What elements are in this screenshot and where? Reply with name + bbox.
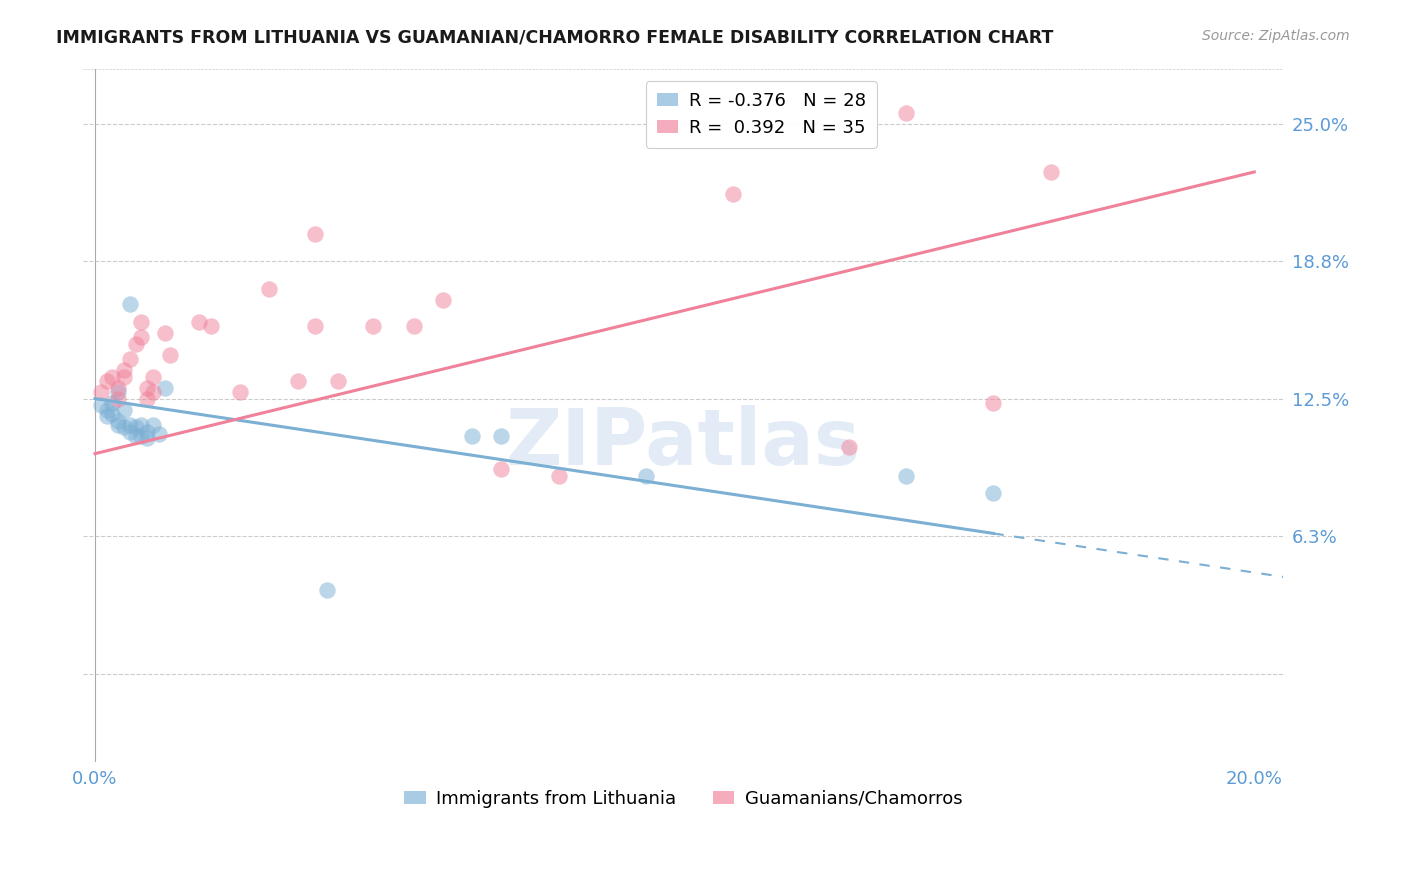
Point [96, 374, 118, 388]
Point [721, 186, 744, 201]
Point [432, 293, 454, 307]
Point [107, 418, 129, 433]
Point [148, 426, 170, 441]
Point [315, 583, 337, 598]
Point [634, 468, 657, 483]
Text: Source: ZipAtlas.com: Source: ZipAtlas.com [1202, 29, 1350, 43]
Point [101, 407, 124, 421]
Point [101, 369, 124, 384]
Point [101, 396, 124, 410]
Point [118, 351, 141, 366]
Point [547, 468, 569, 483]
Point [153, 381, 176, 395]
Point [287, 374, 309, 388]
Point [131, 429, 153, 443]
Point [131, 315, 153, 329]
Point [136, 381, 159, 395]
Text: IMMIGRANTS FROM LITHUANIA VS GUAMANIAN/CHAMORRO FEMALE DISABILITY CORRELATION CH: IMMIGRANTS FROM LITHUANIA VS GUAMANIAN/C… [56, 29, 1053, 46]
Point [136, 392, 159, 406]
Point [90, 398, 112, 412]
Point [837, 440, 859, 454]
Point [124, 420, 146, 434]
Point [896, 468, 918, 483]
Point [142, 385, 165, 400]
Point [136, 425, 159, 439]
Point [124, 336, 146, 351]
Point [489, 429, 512, 443]
Point [131, 418, 153, 433]
Point [96, 402, 118, 417]
Point [112, 369, 135, 384]
Point [124, 429, 146, 443]
Point [896, 105, 918, 120]
Point [107, 392, 129, 406]
Point [142, 369, 165, 384]
Text: ZIPatlas: ZIPatlas [506, 405, 860, 481]
Point [200, 318, 222, 333]
Point [1040, 165, 1063, 179]
Point [107, 381, 129, 395]
Point [112, 420, 135, 434]
Point [188, 315, 211, 329]
Point [153, 326, 176, 340]
Point [983, 486, 1005, 500]
Point [461, 429, 484, 443]
Point [328, 374, 350, 388]
Point [159, 348, 181, 362]
Point [304, 227, 326, 241]
Point [112, 363, 135, 377]
Point [107, 385, 129, 400]
Point [96, 409, 118, 424]
Point [107, 414, 129, 428]
Point [983, 396, 1005, 410]
Point [257, 282, 280, 296]
Point [118, 425, 141, 439]
Point [118, 418, 141, 433]
Point [304, 318, 326, 333]
Point [136, 431, 159, 445]
Point [131, 330, 153, 344]
Point [402, 318, 425, 333]
Point [361, 318, 384, 333]
Point [90, 385, 112, 400]
Point [142, 418, 165, 433]
Point [112, 402, 135, 417]
Legend: Immigrants from Lithuania, Guamanians/Chamorros: Immigrants from Lithuania, Guamanians/Ch… [396, 782, 970, 815]
Point [118, 297, 141, 311]
Point [229, 385, 252, 400]
Point [489, 462, 512, 476]
